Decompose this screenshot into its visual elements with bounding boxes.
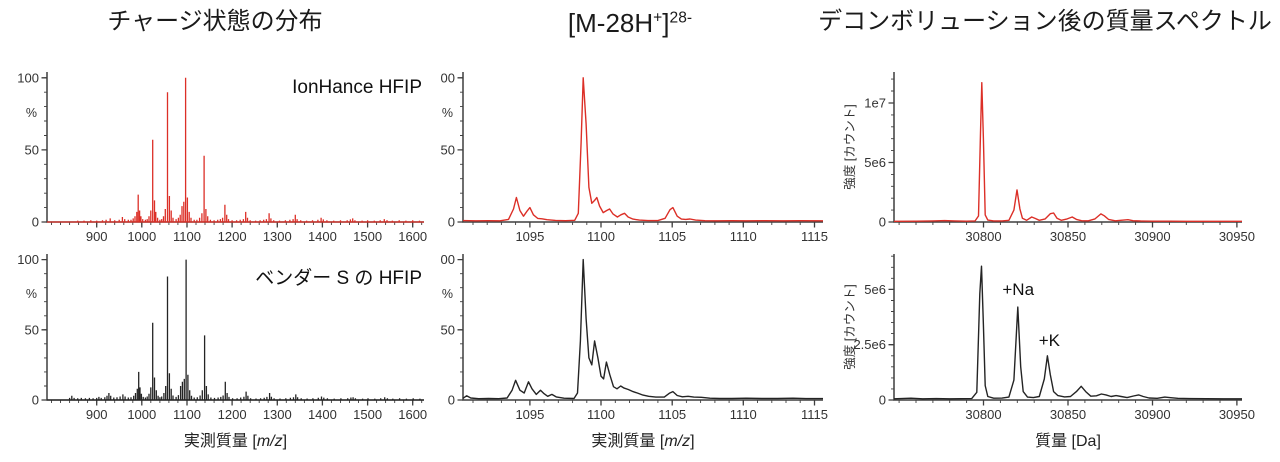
svg-text:0: 0 xyxy=(448,215,455,230)
svg-text:+K: +K xyxy=(1039,331,1061,350)
panel-zoom-vendor-s: 1095 1100 1105 1110 1115 0 50 00% 実測質量 [m/z] xyxy=(432,248,828,460)
svg-text:1105: 1105 xyxy=(658,407,686,422)
svg-text:+Na: +Na xyxy=(1002,280,1034,299)
svg-text:1100: 1100 xyxy=(587,407,615,422)
svg-text:1000: 1000 xyxy=(127,229,156,244)
svg-text:1110: 1110 xyxy=(730,229,757,244)
svg-text:1000: 1000 xyxy=(127,407,156,422)
svg-text:1200: 1200 xyxy=(218,407,247,422)
panel-deconv-vendor-s: 30800 30850 30900 30950 0 2.5e6 5e6 強度 [カウント] 質量… xyxy=(838,248,1268,460)
svg-text:強度 [カウント]: 強度 [カウント] xyxy=(842,284,857,369)
svg-text:100: 100 xyxy=(17,70,39,85)
svg-text:1115: 1115 xyxy=(801,229,828,244)
svg-text:%: % xyxy=(442,106,453,120)
svg-text:質量 [Da]: 質量 [Da] xyxy=(1035,432,1101,450)
panel-charge-vendor-s: 900 1000 1100 1200 1300 1400 1500 1600 0 50 100% 実測… xyxy=(0,248,430,460)
svg-text:900: 900 xyxy=(86,407,108,422)
svg-text:強度 [カウント]: 強度 [カウント] xyxy=(842,104,857,189)
svg-text:1500: 1500 xyxy=(353,229,382,244)
svg-text:1600: 1600 xyxy=(398,229,427,244)
svg-text:1300: 1300 xyxy=(263,229,292,244)
svg-text:30950: 30950 xyxy=(1219,407,1255,422)
panel-zoom-ionhance: 1095 1100 1105 1110 1115 0 50 00% xyxy=(432,62,828,248)
svg-text:0: 0 xyxy=(879,393,886,408)
svg-text:1115: 1115 xyxy=(801,407,828,422)
svg-text:100: 100 xyxy=(17,252,39,267)
ion-title-sup2: 28- xyxy=(669,9,693,27)
svg-text:0: 0 xyxy=(879,215,886,230)
svg-text:1300: 1300 xyxy=(263,407,292,422)
ion-title-sup1: + xyxy=(653,9,663,27)
svg-text:30950: 30950 xyxy=(1219,229,1255,244)
chart-charge-vendor-s: 900 1000 1100 1200 1300 1400 1500 1600 0 50 100% 実測… xyxy=(17,252,427,450)
series-label-ionhance: IonHance HFIP xyxy=(292,77,422,98)
svg-text:30900: 30900 xyxy=(1134,229,1170,244)
svg-text:1500: 1500 xyxy=(353,407,382,422)
column-title-deconvoluted-spectrum: デコンボリューション後の質量スペクトル xyxy=(818,8,1272,35)
svg-text:50: 50 xyxy=(25,322,39,337)
svg-text:900: 900 xyxy=(86,229,108,244)
svg-text:50: 50 xyxy=(441,142,455,157)
svg-text:50: 50 xyxy=(441,322,455,337)
chart-charge-ionhance: 900 1000 1100 1200 1300 1400 1500 1600 0 50 100% xyxy=(17,70,427,244)
svg-text:30850: 30850 xyxy=(1050,407,1086,422)
svg-text:1095: 1095 xyxy=(515,229,544,244)
svg-text:00: 00 xyxy=(441,252,455,267)
svg-text:%: % xyxy=(26,106,37,120)
ion-title-base2: ] xyxy=(662,8,670,38)
svg-text:50: 50 xyxy=(25,142,39,157)
svg-text:5e6: 5e6 xyxy=(864,282,886,297)
svg-text:30850: 30850 xyxy=(1050,229,1086,244)
svg-text:1e7: 1e7 xyxy=(864,96,886,111)
ion-title-base1: [M-28H xyxy=(567,8,654,38)
panel-charge-ionhance: 900 1000 1100 1200 1300 1400 1500 1600 0 50 100% I… xyxy=(0,62,430,248)
column-title-ion-species: [M-28H+]28- xyxy=(432,8,828,39)
svg-text:1600: 1600 xyxy=(398,407,427,422)
svg-text:%: % xyxy=(26,287,37,301)
panel-deconv-ionhance: 30800 30850 30900 30950 0 5e6 1e7 強度 [カウント] xyxy=(838,62,1268,248)
chart-zoom-ionhance: 1095 1100 1105 1110 1115 0 50 00% xyxy=(441,70,828,244)
svg-text:5e6: 5e6 xyxy=(864,155,886,170)
svg-text:1100: 1100 xyxy=(173,229,201,244)
svg-text:1095: 1095 xyxy=(515,407,544,422)
svg-text:2.5e6: 2.5e6 xyxy=(853,337,886,352)
chart-zoom-vendor-s: 1095 1100 1105 1110 1115 0 50 00% 実測質量 [m/z] xyxy=(441,252,828,450)
column-title-charge-distribution: チャージ状態の分布 xyxy=(107,8,323,35)
svg-text:0: 0 xyxy=(448,393,455,408)
chart-deconv-vendor-s: 30800 30850 30900 30950 0 2.5e6 5e6 強度 [カウント] 質量… xyxy=(842,254,1255,450)
svg-text:00: 00 xyxy=(441,70,455,85)
svg-text:0: 0 xyxy=(32,215,39,230)
svg-text:%: % xyxy=(442,287,453,301)
svg-text:30800: 30800 xyxy=(965,229,1001,244)
svg-text:30800: 30800 xyxy=(965,407,1001,422)
svg-text:0: 0 xyxy=(32,393,39,408)
svg-text:実測質量 [m/z]: 実測質量 [m/z] xyxy=(184,432,287,450)
chart-deconv-ionhance: 30800 30850 30900 30950 0 5e6 1e7 強度 [カウント] xyxy=(842,72,1255,244)
svg-text:1100: 1100 xyxy=(587,229,615,244)
svg-text:1105: 1105 xyxy=(658,229,686,244)
svg-text:1400: 1400 xyxy=(308,229,337,244)
svg-text:30900: 30900 xyxy=(1134,407,1170,422)
svg-text:実測質量 [m/z]: 実測質量 [m/z] xyxy=(591,432,694,450)
svg-text:1400: 1400 xyxy=(308,407,337,422)
svg-text:1200: 1200 xyxy=(218,229,247,244)
svg-text:1100: 1100 xyxy=(173,407,201,422)
series-label-vendor-s: ベンダー S の HFIP xyxy=(255,268,422,289)
svg-text:1110: 1110 xyxy=(730,407,757,422)
